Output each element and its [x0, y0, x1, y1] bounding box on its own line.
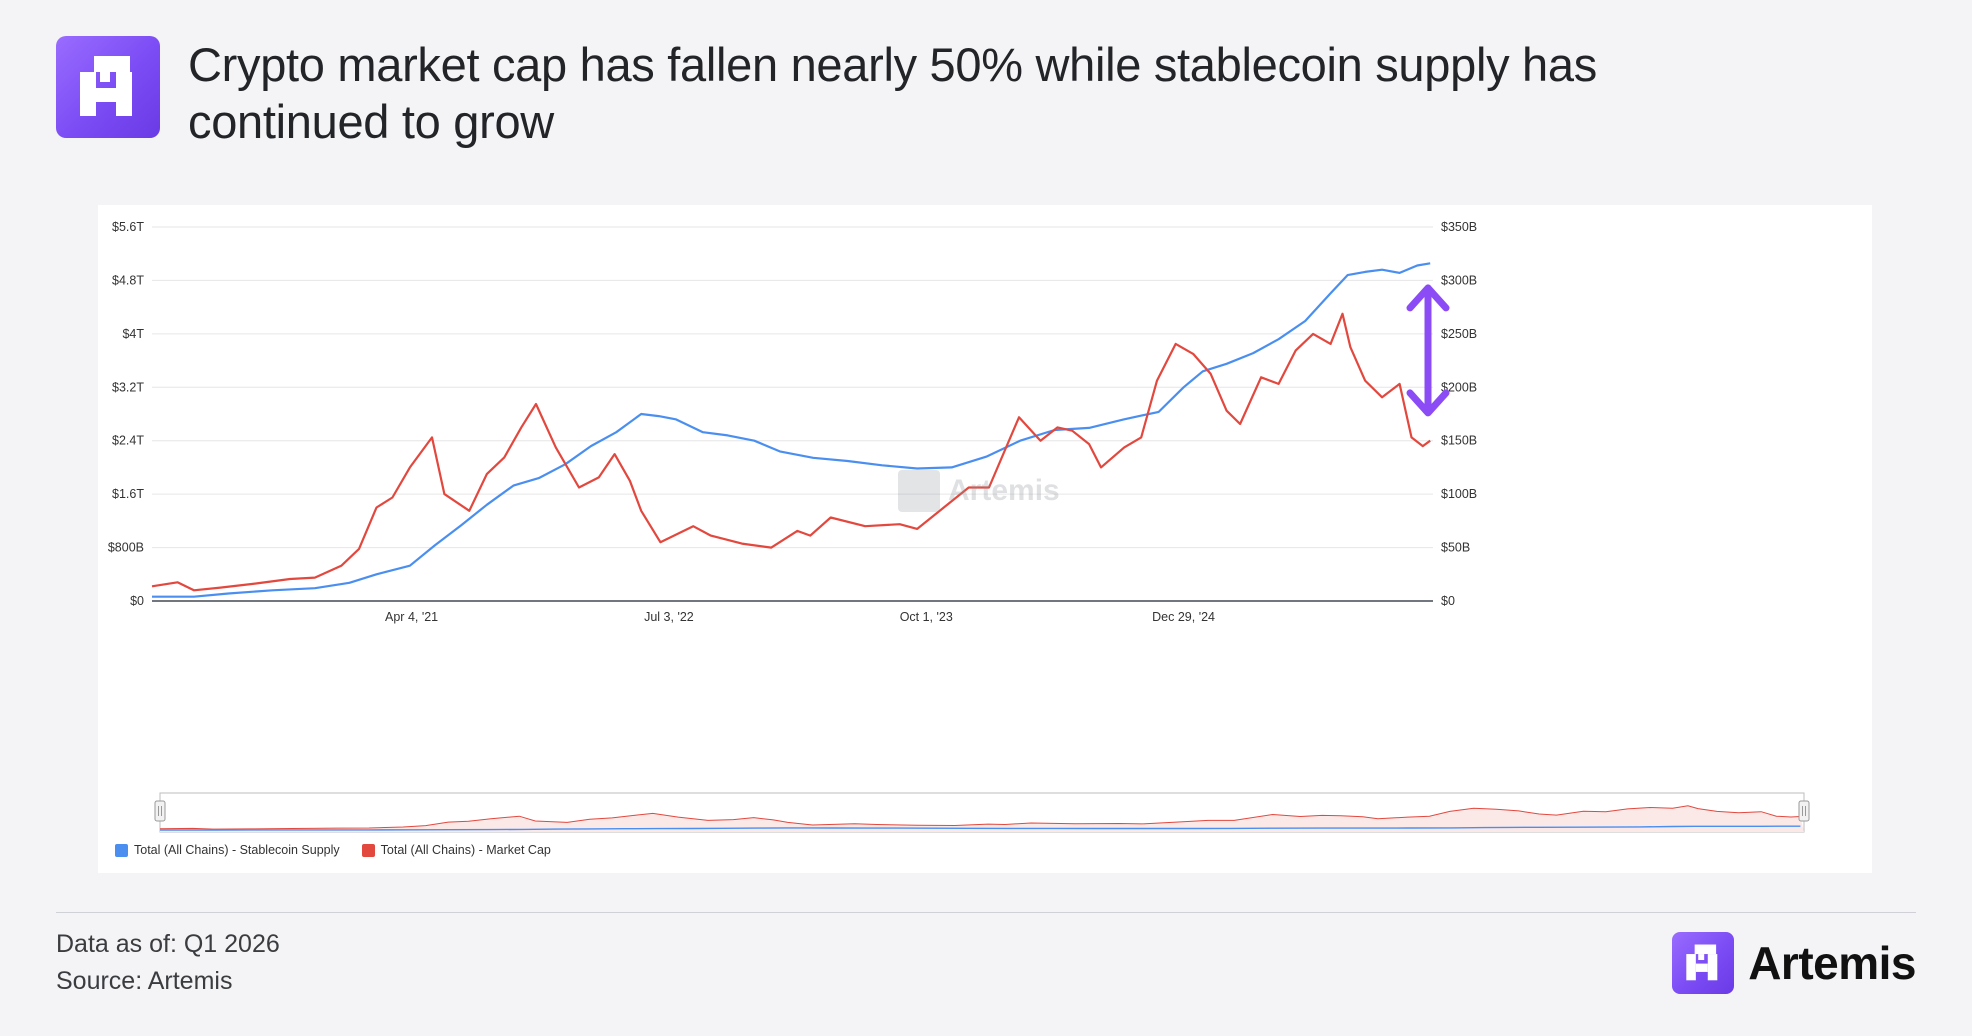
legend-swatch-stablecoin	[115, 843, 128, 857]
brand-logo-icon	[1672, 932, 1735, 994]
chart-card: $0 $800B $1.6T $2.4T $3.2T $4T $4.8T $5.6T $0 $5…	[98, 205, 1872, 873]
page-title: Crypto market cap has fallen nearly 50% …	[188, 38, 1597, 148]
watermark-logo-icon	[898, 470, 940, 512]
y-left-tick-label: $2.4T	[112, 434, 144, 448]
artemis-logo-icon	[56, 36, 160, 138]
y-left-tick-label: $5.6T	[112, 220, 144, 234]
right-axis-ticks: $0 $50B $100B $150B $200B $250B $300B $350B	[1441, 220, 1477, 608]
legend-item-market-cap[interactable]: Total (All Chains) - Market Cap	[361, 843, 551, 857]
navigator-handle-left[interactable]	[154, 800, 166, 822]
data-as-of: Data as of: Q1 2026	[56, 930, 280, 958]
navigator-handle-right[interactable]	[1798, 800, 1810, 822]
arrow-head-down	[1406, 389, 1450, 417]
y-right-tick-label: $250B	[1441, 327, 1477, 341]
x-tick-label: Apr 4, '21	[385, 610, 438, 624]
navigator-market-cap-line	[159, 805, 1801, 830]
x-axis-ticks: Apr 4, '21 Jul 3, '22 Oct 1, '23 Dec 29, '2…	[385, 610, 1215, 624]
x-tick-label: Jul 3, '22	[644, 610, 694, 624]
y-right-tick-label: $350B	[1441, 220, 1477, 234]
chart-grid	[152, 226, 1433, 602]
stablecoin-supply-line	[152, 262, 1431, 598]
series-lines	[151, 262, 1431, 598]
legend-swatch-market-cap	[361, 843, 375, 857]
y-right-tick-label: $200B	[1441, 380, 1477, 394]
footer-divider	[56, 912, 1916, 913]
legend-label: Total (All Chains) - Market Cap	[380, 843, 551, 857]
y-left-tick-label: $0	[130, 594, 144, 608]
y-left-tick-label: $800B	[108, 541, 144, 555]
gap-arrow	[1406, 284, 1450, 417]
navigator-area	[160, 805, 1804, 832]
y-left-tick-label: $1.6T	[112, 487, 144, 501]
left-axis-ticks: $0 $800B $1.6T $2.4T $3.2T $4T $4.8T $5.6T	[108, 220, 145, 608]
legend-item-stablecoin[interactable]: Total (All Chains) - Stablecoin Supply	[115, 843, 340, 857]
source-note: Source: Artemis	[56, 967, 233, 995]
brand: Artemis	[1672, 932, 1916, 994]
y-left-tick-label: $4T	[122, 327, 144, 341]
market-cap-line	[151, 312, 1431, 592]
y-right-tick-label: $100B	[1441, 487, 1477, 501]
range-navigator[interactable]	[154, 792, 1810, 833]
navigator-stablecoin-line	[160, 825, 1801, 831]
line-chart: $0 $800B $1.6T $2.4T $3.2T $4T $4.8T $5.6T $0 $5…	[108, 220, 1810, 833]
legend-label: Total (All Chains) - Stablecoin Supply	[134, 843, 340, 857]
y-right-tick-label: $0	[1441, 594, 1455, 608]
watermark-text: Artemis	[948, 474, 1060, 507]
chart-legend: Total (All Chains) - Stablecoin Supply T…	[115, 843, 551, 857]
y-right-tick-label: $50B	[1441, 541, 1470, 555]
y-left-tick-label: $4.8T	[112, 273, 144, 287]
arrow-head-up	[1406, 284, 1450, 312]
y-right-tick-label: $150B	[1441, 434, 1477, 448]
y-left-tick-label: $3.2T	[112, 380, 144, 394]
x-tick-label: Dec 29, '24	[1152, 610, 1215, 624]
x-tick-label: Oct 1, '23	[900, 610, 953, 624]
watermark: Artemis	[898, 470, 1060, 512]
y-right-tick-label: $300B	[1441, 273, 1477, 287]
brand-name: Artemis	[1748, 937, 1916, 989]
